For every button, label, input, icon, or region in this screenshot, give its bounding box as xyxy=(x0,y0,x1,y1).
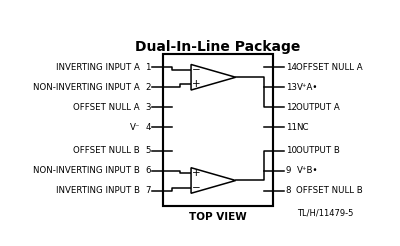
Text: +: + xyxy=(192,168,201,178)
Text: 10: 10 xyxy=(286,146,297,155)
Polygon shape xyxy=(191,168,236,193)
Text: Dual-In-Line Package: Dual-In-Line Package xyxy=(136,40,301,54)
Text: V⁻: V⁻ xyxy=(130,123,140,132)
Text: 11: 11 xyxy=(286,123,297,132)
Text: TL/H/11479-5: TL/H/11479-5 xyxy=(298,208,354,217)
Text: V⁺A•: V⁺A• xyxy=(296,83,318,92)
Text: 3: 3 xyxy=(145,103,151,112)
Text: V⁺B•: V⁺B• xyxy=(296,166,318,175)
Text: OUTPUT B: OUTPUT B xyxy=(296,146,340,155)
Bar xyxy=(163,54,273,206)
Text: 6: 6 xyxy=(145,166,151,175)
Text: −: − xyxy=(192,183,201,193)
Polygon shape xyxy=(191,64,236,90)
Text: 7: 7 xyxy=(145,186,151,195)
Text: 14: 14 xyxy=(286,63,297,72)
Text: OFFSET NULL B: OFFSET NULL B xyxy=(73,146,140,155)
Text: TOP VIEW: TOP VIEW xyxy=(189,212,247,222)
Text: 4: 4 xyxy=(145,123,151,132)
Text: 2: 2 xyxy=(145,83,151,92)
Text: INVERTING INPUT B: INVERTING INPUT B xyxy=(56,186,140,195)
Text: OFFSET NULL B: OFFSET NULL B xyxy=(296,186,363,195)
Text: OFFSET NULL A: OFFSET NULL A xyxy=(73,103,140,112)
Text: +: + xyxy=(192,79,201,89)
Text: NON-INVERTING INPUT A: NON-INVERTING INPUT A xyxy=(33,83,140,92)
Text: INVERTING INPUT A: INVERTING INPUT A xyxy=(56,63,140,72)
Text: 1: 1 xyxy=(145,63,151,72)
Text: −: − xyxy=(192,65,201,75)
Text: 12: 12 xyxy=(286,103,297,112)
Text: 8: 8 xyxy=(286,186,291,195)
Text: OUTPUT A: OUTPUT A xyxy=(296,103,340,112)
Text: 5: 5 xyxy=(145,146,151,155)
Text: OFFSET NULL A: OFFSET NULL A xyxy=(296,63,363,72)
Text: NC: NC xyxy=(296,123,309,132)
Text: 9: 9 xyxy=(286,166,291,175)
Text: 13: 13 xyxy=(286,83,297,92)
Text: NON-INVERTING INPUT B: NON-INVERTING INPUT B xyxy=(33,166,140,175)
